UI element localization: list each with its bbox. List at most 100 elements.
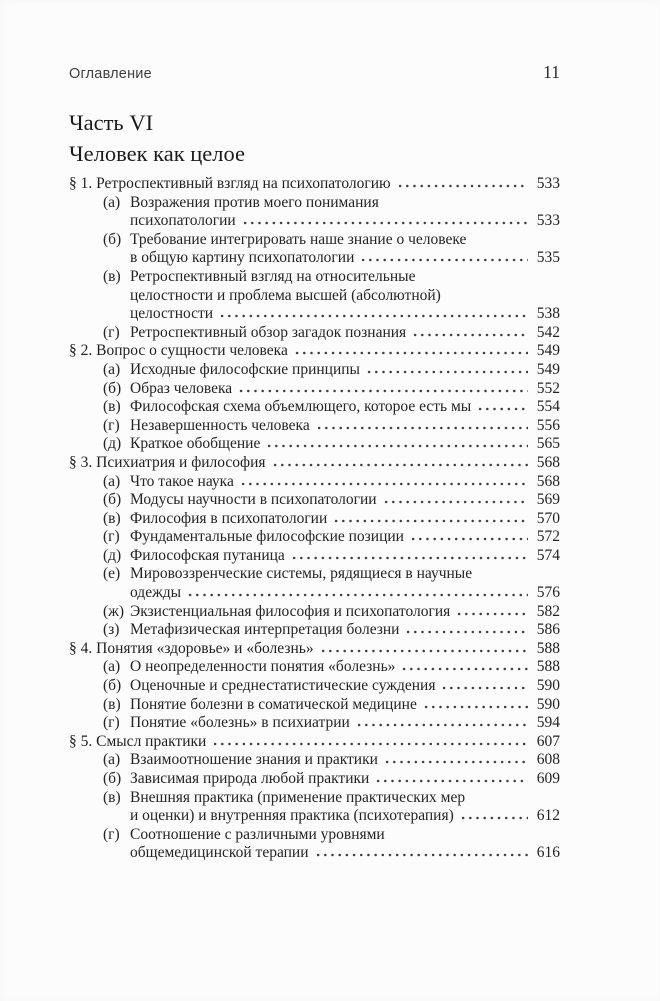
toc-leader-dots <box>406 630 528 635</box>
toc-sub-row: Философская путаница 574 <box>130 547 560 566</box>
toc-entry-line: Философская путаница <box>130 546 285 564</box>
toc-page-number: 594 <box>536 714 560 732</box>
toc-sub-label: (ж) <box>103 602 125 620</box>
toc-entry-line: Понятие болезни в соматической медицине <box>130 695 417 713</box>
table-of-contents: § 1. Ретроспективный взгляд на психопато… <box>69 175 560 863</box>
toc-leader-dots <box>240 481 528 486</box>
toc-entry-line: Что такое наука <box>130 472 234 490</box>
toc-sub-label: (в) <box>103 398 121 416</box>
toc-page-number: 570 <box>536 509 560 527</box>
toc-sub-label: (б) <box>103 770 122 787</box>
toc-page-number: 542 <box>536 323 560 341</box>
toc-leader-dots <box>188 593 528 598</box>
toc-leader-dots <box>410 537 528 542</box>
toc-section-entry: § 4. Понятия «здоровье» и «болезнь» 588 (а… <box>69 640 560 733</box>
toc-page-number: 590 <box>536 695 560 713</box>
toc-sub-row: Оценочные и среднестатистические суждени… <box>130 677 560 696</box>
toc-sub-entry: (а) Исходные философские принципы 549 <box>69 361 560 380</box>
toc-leader-dots <box>294 351 528 356</box>
toc-sub-entry: (в) Философия в психопатологии 570 <box>69 510 560 529</box>
toc-entry-line: О неопределенности понятия «болезнь» <box>130 658 396 676</box>
toc-leader-dots <box>397 184 528 188</box>
toc-leader-dots <box>334 518 528 523</box>
toc-entry-line: Требование интегрировать наше знание о ч… <box>130 230 467 248</box>
toc-section-row: § 5. Смысл практики 607 <box>69 733 560 752</box>
toc-sub-entry: (в) Понятие болезни в соматической медици… <box>69 696 560 715</box>
toc-page-number: 576 <box>536 584 560 602</box>
toc-sub-row: Зависимая природа любой практики 609 <box>130 770 560 789</box>
toc-entry-line: Ретроспективный взгляд на относительные <box>130 267 416 285</box>
toc-entry-line: Философия в психопатологии <box>130 509 328 527</box>
toc-sub-row: в общую картину психопатологии 535 <box>130 249 560 268</box>
toc-sub-row: Философия в психопатологии 570 <box>130 510 560 529</box>
toc-sub-row: общемедицинской терапии 616 <box>130 844 560 863</box>
toc-entry-line: Ретроспективный обзор загадок познания <box>130 323 407 341</box>
toc-page-number: 607 <box>536 732 560 750</box>
toc-page-number: 556 <box>536 416 560 434</box>
toc-leader-dots <box>402 667 528 672</box>
toc-sub-row: психопатологии 533 <box>130 212 560 231</box>
toc-sub-row: одежды 576 <box>130 584 560 603</box>
toc-section-entry: § 2. Вопрос о сущности человека 549 (а) Исх… <box>69 342 560 454</box>
toc-leader-dots <box>442 686 528 691</box>
toc-sub-label: (д) <box>103 435 122 453</box>
toc-page-number: 609 <box>536 770 560 787</box>
toc-sub-row: Понятие «болезнь» в психиатрии 594 <box>130 714 560 733</box>
toc-leader-dots <box>383 500 528 505</box>
toc-sub-entry: (д) Философская путаница 574 <box>69 547 560 566</box>
toc-sub-label: (г) <box>103 416 120 434</box>
toc-entry-line: Зависимая природа любой практики <box>130 770 370 787</box>
toc-entry-line: Исходные философские принципы <box>130 360 360 378</box>
toc-page-number: 574 <box>536 546 560 564</box>
toc-sub-label: (е) <box>103 565 121 583</box>
toc-page-number: 552 <box>536 379 560 397</box>
toc-sub-row: Ретроспективный обзор загадок познания 54… <box>130 324 560 343</box>
toc-section-entry: § 3. Психиатрия и философия 568 (а) Что так… <box>69 454 560 640</box>
toc-leader-dots <box>460 816 528 821</box>
toc-sub-label: (а) <box>103 360 121 378</box>
toc-entry-line: Философская схема объемлющего, которое е… <box>130 398 472 416</box>
toc-sub-label: (г) <box>103 323 120 341</box>
toc-leader-dots <box>384 760 528 765</box>
toc-leader-dots <box>376 779 528 783</box>
toc-sub-row: Исходные философские принципы 549 <box>130 361 560 380</box>
toc-section-title: Понятия «здоровье» и «болезнь» <box>96 639 314 657</box>
toc-sub-label: (в) <box>103 509 121 527</box>
toc-sub-entry: (е) Мировоззренческие системы, рядящиеся … <box>69 565 560 602</box>
toc-sub-entry: (в) Внешняя практика (применение практиче… <box>69 789 560 826</box>
toc-page-number: 616 <box>536 844 560 862</box>
toc-sub-entry: (г) Ретроспективный обзор загадок познани… <box>69 324 560 343</box>
toc-page-number: 554 <box>536 398 560 416</box>
toc-sub-row: Фундаментальные философские позиции 572 <box>130 528 560 547</box>
toc-entry-line: в общую картину психопатологии <box>130 249 355 267</box>
toc-leader-dots <box>361 258 528 263</box>
toc-sub-label: (б) <box>103 677 122 695</box>
toc-sub-label: (з) <box>103 621 120 639</box>
toc-sub-row: Что такое наука 568 <box>130 473 560 492</box>
toc-sub-row: Экзистенциальная философия и психопатоло… <box>130 603 560 622</box>
toc-sub-label: (а) <box>103 751 121 769</box>
running-title: Оглавление <box>69 66 152 82</box>
toc-entry-line: Мировоззренческие системы, рядящиеся в н… <box>130 565 473 583</box>
toc-entry-line: Понятие «болезнь» в психиатрии <box>130 714 350 732</box>
toc-entry-line: общемедицинской терапии <box>130 844 309 862</box>
toc-entry-line: целостности и проблема высшей (абсолютно… <box>130 286 441 304</box>
toc-entry-line: Взаимоотношение знания и практики <box>130 751 378 769</box>
toc-entry-line: Фундаментальные философские позиции <box>130 528 404 546</box>
toc-sub-entry: (б) Модусы научности в психопатологии 569 <box>69 491 560 510</box>
toc-section-label: § 1. <box>69 175 97 192</box>
toc-leader-dots <box>239 388 528 393</box>
toc-entry-line: психопатологии <box>130 212 236 230</box>
toc-sub-row: О неопределенности понятия «болезнь» 588 <box>130 658 560 677</box>
toc-page-number: 612 <box>536 807 560 825</box>
page-number: 11 <box>543 62 560 82</box>
toc-page-number: 582 <box>536 602 560 620</box>
toc-entry-line: Краткое обобщение <box>130 435 261 453</box>
toc-section-row: § 3. Психиатрия и философия 568 <box>69 454 560 473</box>
part-heading: Часть VI Человек как целое <box>69 107 560 169</box>
toc-entry-line: Модусы научности в психопатологии <box>130 491 377 509</box>
toc-entry-line: Внешняя практика (применение практически… <box>130 788 466 806</box>
toc-page-number: 533 <box>536 212 560 230</box>
toc-leader-dots <box>242 221 528 226</box>
